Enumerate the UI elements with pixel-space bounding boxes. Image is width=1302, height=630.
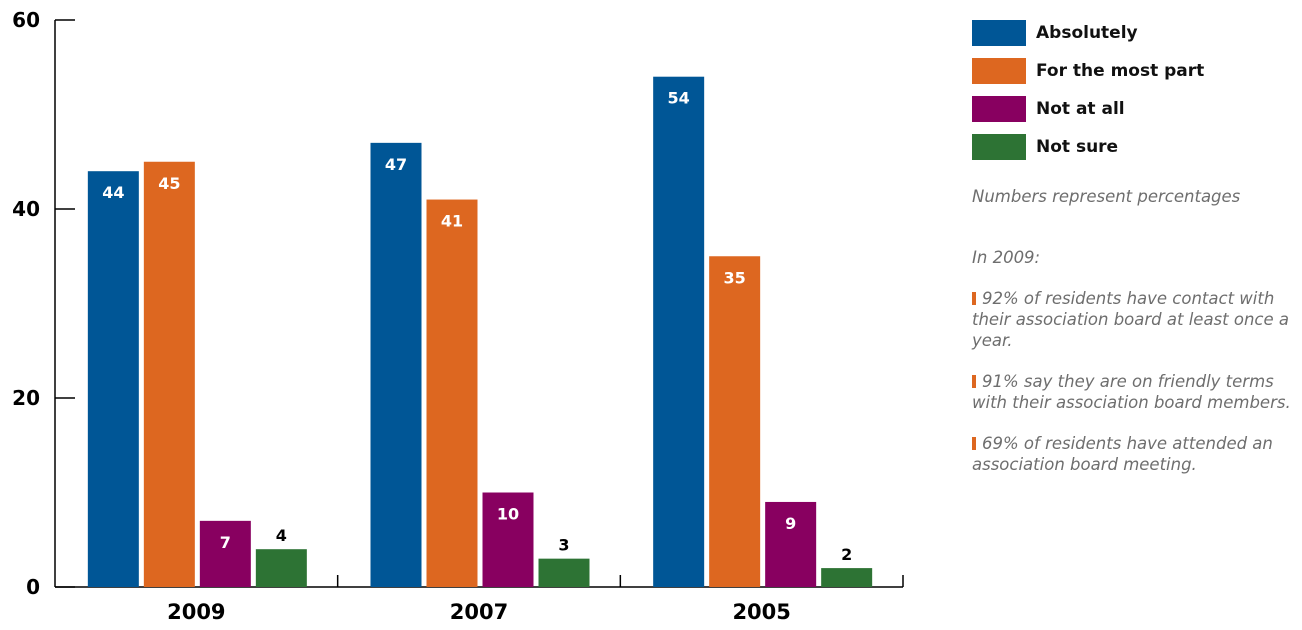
legend-item-absolutely: Absolutely	[972, 20, 1292, 46]
legend-label-for-the-most-part: For the most part	[1036, 61, 1205, 81]
data-label-not-sure-2007: 3	[558, 536, 569, 555]
value-labels: 44 45 7 4 47 41 10 3 54 35 9 2	[102, 89, 852, 564]
bar-not-at-all-2007	[482, 492, 534, 587]
data-label-absolutely-2007: 47	[385, 155, 407, 174]
data-label-not-at-all-2005: 9	[785, 514, 796, 533]
y-tick-label: 40	[12, 197, 40, 221]
bar-not-sure-2009	[255, 549, 307, 587]
legend-swatch-for-the-most-part	[972, 58, 1026, 84]
legend-label-not-at-all: Not at all	[1036, 99, 1125, 119]
data-label-absolutely-2009: 44	[102, 183, 124, 202]
legend: Absolutely For the most part Not at all …	[972, 20, 1292, 172]
legend-label-absolutely: Absolutely	[1036, 23, 1138, 43]
y-tick-label: 20	[12, 386, 40, 410]
bullet-marker-icon	[972, 437, 976, 450]
note-bullet-text: 92% of residents have contact with their…	[972, 289, 1290, 350]
y-axis: 0 20 40 60	[12, 8, 75, 599]
data-label-for-the-most-part-2005: 35	[724, 268, 746, 287]
data-label-for-the-most-part-2007: 41	[441, 212, 463, 231]
bar-absolutely-2005	[653, 76, 705, 587]
bar-not-at-all-2005	[765, 501, 817, 587]
data-label-for-the-most-part-2009: 45	[158, 174, 180, 193]
bars	[87, 76, 873, 588]
y-tick-label: 60	[12, 8, 40, 32]
note-bullet: 91% say they are on friendly terms with …	[972, 371, 1297, 413]
bar-absolutely-2007	[370, 142, 422, 587]
legend-item-not-sure: Not sure	[972, 134, 1292, 160]
data-label-not-at-all-2009: 7	[220, 533, 231, 552]
note-bullet-text: 69% of residents have attended an associ…	[972, 434, 1273, 474]
bullet-marker-icon	[972, 375, 976, 388]
legend-swatch-absolutely	[972, 20, 1026, 46]
data-label-absolutely-2005: 54	[668, 89, 690, 108]
x-category-label: 2009	[167, 600, 225, 624]
notes-panel: Numbers represent percentages In 2009: 9…	[972, 186, 1297, 495]
bar-absolutely-2009	[87, 171, 139, 587]
bar-not-sure-2007	[538, 558, 590, 587]
legend-swatch-not-at-all	[972, 96, 1026, 122]
y-tick-label: 0	[26, 575, 40, 599]
bar-not-sure-2005	[821, 568, 873, 587]
bar-for-the-most-part-2009	[143, 161, 195, 587]
x-category-label: 2007	[450, 600, 508, 624]
data-label-not-sure-2009: 4	[276, 526, 287, 545]
bar-chart: 0 20 40 60 2009 2007 2005 44 45 7 4 47 41 10 3 54 35 9 2	[12, 8, 904, 624]
legend-label-not-sure: Not sure	[1036, 137, 1119, 157]
percentages-caption: Numbers represent percentages	[972, 187, 1241, 206]
bar-for-the-most-part-2005	[709, 256, 761, 587]
bullet-marker-icon	[972, 292, 976, 305]
note-bullet: 92% of residents have contact with their…	[972, 288, 1297, 351]
notes-intro: In 2009:	[972, 248, 1041, 267]
legend-item-for-the-most-part: For the most part	[972, 58, 1292, 84]
legend-item-not-at-all: Not at all	[972, 96, 1292, 122]
note-bullet-text: 91% say they are on friendly terms with …	[972, 372, 1291, 412]
x-axis: 2009 2007 2005	[55, 575, 904, 624]
bar-for-the-most-part-2007	[426, 199, 478, 588]
data-label-not-sure-2005: 2	[841, 545, 852, 564]
note-bullet: 69% of residents have attended an associ…	[972, 433, 1297, 475]
bar-not-at-all-2009	[199, 520, 251, 587]
x-category-label: 2005	[732, 600, 790, 624]
data-label-not-at-all-2007: 10	[497, 505, 519, 524]
legend-swatch-not-sure	[972, 134, 1026, 160]
